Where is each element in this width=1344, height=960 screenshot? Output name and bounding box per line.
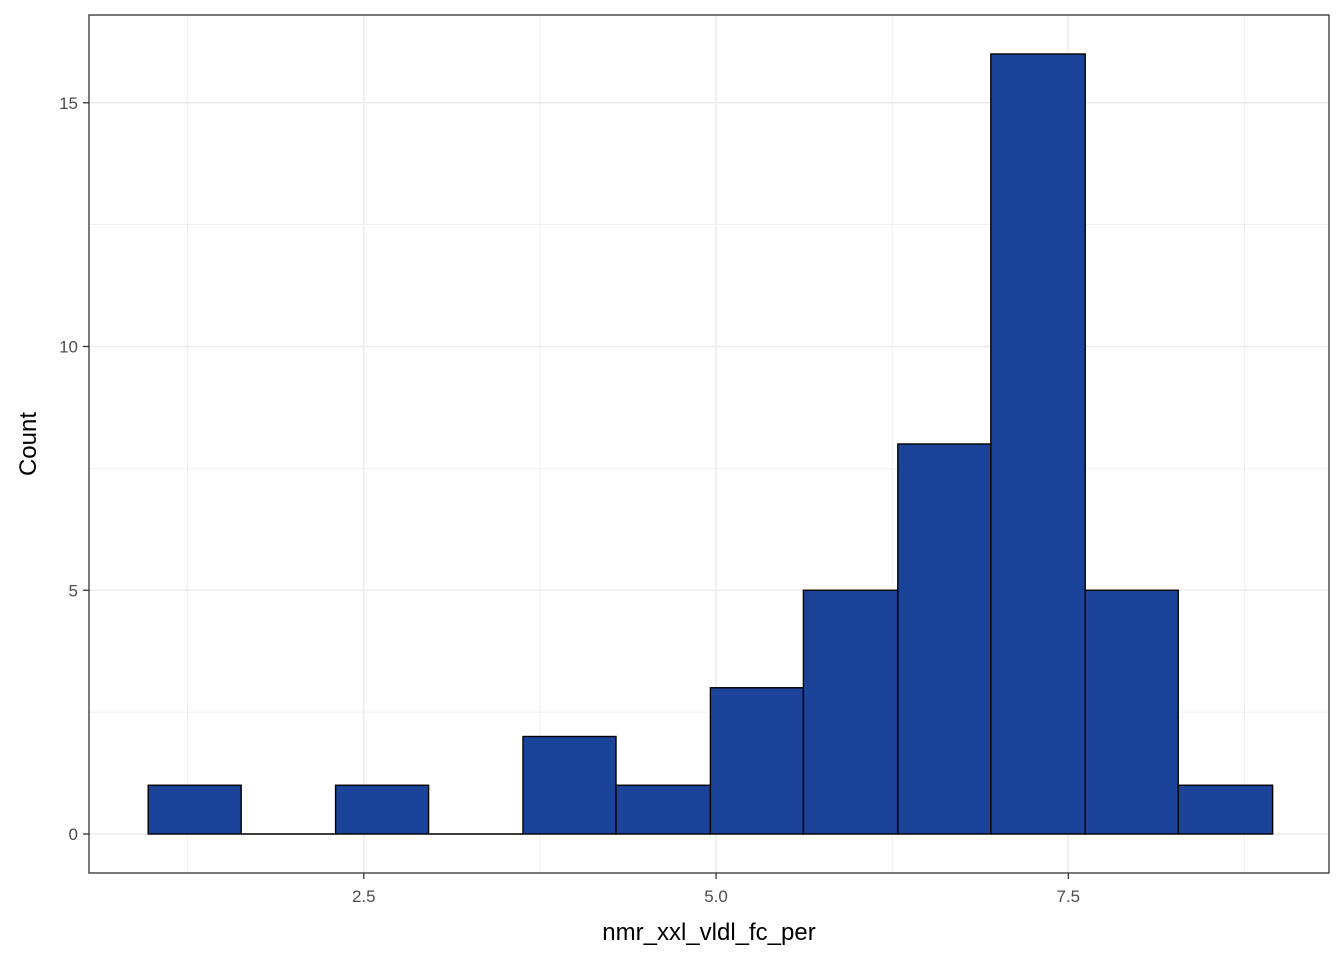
y-tick-label: 5 <box>69 581 78 600</box>
histogram-bar-3 <box>334 784 430 835</box>
x-axis: 2.5 5.0 7.5 <box>352 873 1080 906</box>
x-tick-label: 2.5 <box>352 887 376 906</box>
histogram-bar-5 <box>522 735 617 835</box>
x-axis-title: nmr_xxl_vldl_fc_per <box>602 919 815 946</box>
x-tick-label: 5.0 <box>704 887 728 906</box>
histogram-bar-9 <box>897 443 992 835</box>
y-axis: 0 5 10 15 <box>59 94 89 844</box>
histogram-bar-1 <box>147 784 242 835</box>
histogram-bar-11 <box>1084 589 1179 835</box>
x-tick-label: 7.5 <box>1056 887 1080 906</box>
histogram-bar-6 <box>615 784 712 835</box>
histogram-bars <box>147 53 1274 835</box>
histogram-bar-12 <box>1177 784 1274 835</box>
histogram-bar-8 <box>802 589 899 835</box>
histogram-bar-10 <box>990 53 1086 835</box>
y-tick-label: 15 <box>59 94 78 113</box>
y-axis-title: Count <box>15 412 42 476</box>
histogram-bar-7 <box>709 687 805 835</box>
y-tick-label: 10 <box>59 338 78 357</box>
panel-border <box>88 14 1330 874</box>
minor-gridlines <box>89 15 1329 873</box>
y-tick-label: 0 <box>69 825 78 844</box>
